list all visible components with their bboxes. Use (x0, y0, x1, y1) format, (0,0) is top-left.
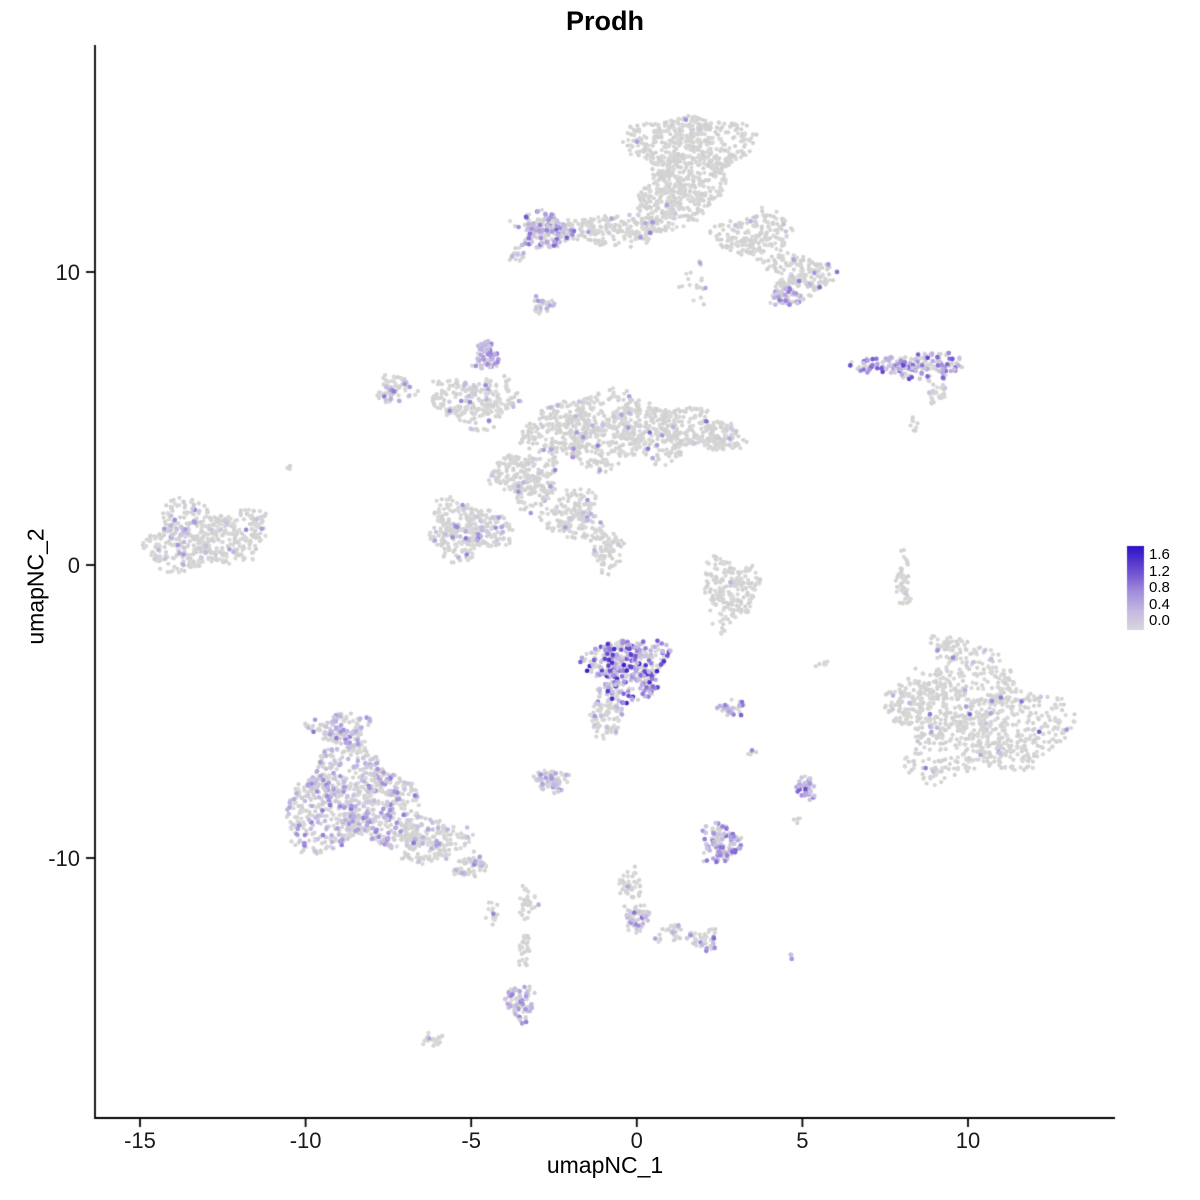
y-tick-label: -10 (48, 846, 80, 871)
x-tick-label: 5 (796, 1128, 809, 1153)
x-axis-label: umapNC_1 (546, 1152, 664, 1178)
legend-tick-label: 0.0 (1149, 612, 1170, 629)
x-tick-label: -10 (289, 1128, 322, 1153)
y-tick-label: 0 (67, 553, 80, 578)
legend-tick-label: 0.8 (1149, 579, 1170, 596)
y-tick-label: 10 (55, 260, 80, 285)
x-tick-label: -15 (124, 1128, 156, 1153)
legend-tick-label: 1.2 (1149, 562, 1170, 580)
x-tick-label: -5 (461, 1128, 481, 1153)
x-tick-label: 0 (630, 1128, 643, 1153)
x-tick-label: 10 (955, 1128, 981, 1153)
legend-tick-label: 0.4 (1149, 595, 1170, 613)
plot-title: Prodh (566, 6, 644, 36)
legend-tick-label: 1.6 (1149, 546, 1170, 563)
y-axis-label: umapNC_2 (22, 528, 49, 645)
